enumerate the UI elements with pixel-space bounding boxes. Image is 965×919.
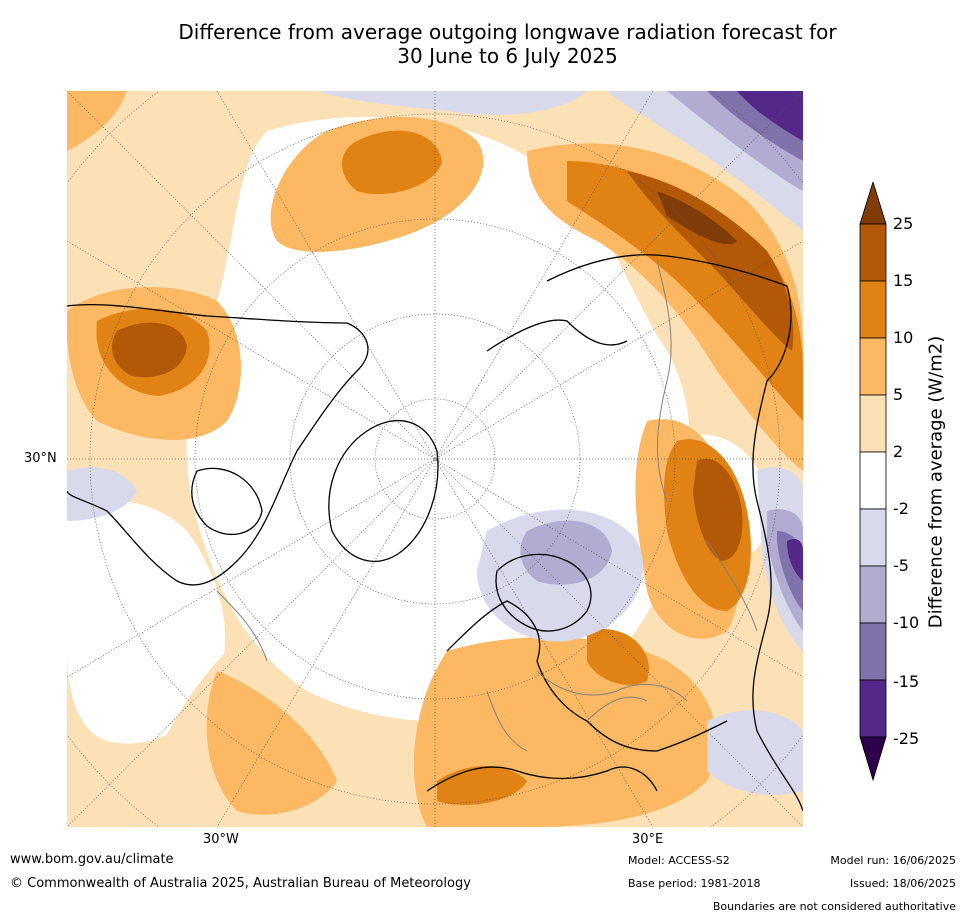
colorbar-band-m10-m15 [859, 622, 887, 681]
colorbar-band-m2-m5 [859, 508, 887, 567]
national-boundaries [216, 260, 758, 752]
title-line-2: 30 June to 6 July 2025 [397, 44, 618, 68]
map-title: Difference from average outgoing longwav… [60, 20, 955, 68]
anomaly-map [67, 91, 803, 827]
footer-issued: Issued: 18/06/2025 [849, 877, 956, 890]
asia-coast [546, 254, 803, 812]
footer-disclaimer: Boundaries are not considered authoritat… [712, 900, 956, 913]
colorbar-tick-5: 5 [893, 385, 904, 404]
colorbar-band-10-15 [859, 280, 887, 339]
colorbar-over-triangle [859, 180, 887, 225]
footer-url: www.bom.gov.au/climate [10, 852, 174, 867]
colorbar [858, 180, 918, 782]
footer-model: Model: ACCESS-S2 [628, 854, 730, 867]
longitude-label-30w: 30°W [203, 832, 239, 847]
scandinavia-coast [495, 553, 592, 632]
graticule [67, 91, 803, 827]
siberia-coast [486, 319, 628, 352]
colorbar-tick-15: 15 [893, 271, 914, 290]
colorbar-under-triangle [859, 736, 887, 782]
colorbar-tick-m2: -2 [893, 499, 909, 518]
colorbar-tick-m15: -15 [893, 672, 920, 691]
colorbar-tick-m10: -10 [893, 613, 920, 632]
colorbar-band-2-5 [859, 394, 887, 453]
greenland-coast [328, 420, 439, 562]
anomaly-map-svg [67, 91, 803, 827]
latitude-label-30n: 30°N [24, 451, 57, 466]
colorbar-band-15-25 [859, 223, 887, 282]
colorbar-band-m5-m10 [859, 565, 887, 624]
colorbar-band-neutral [859, 451, 887, 510]
footer-base-period: Base period: 1981-2018 [628, 877, 761, 890]
europe-coast [446, 600, 728, 752]
footer-copyright: © Commonwealth of Australia 2025, Austra… [10, 876, 471, 891]
footer-model-run: Model run: 16/06/2025 [830, 854, 956, 867]
colorbar-tick-25: 25 [893, 214, 914, 233]
colorbar-band-5-10 [859, 337, 887, 396]
longitude-label-30e: 30°E [632, 832, 664, 847]
north-america-coast [67, 304, 369, 586]
colorbar-band-m15-m25 [859, 679, 887, 738]
title-line-1: Difference from average outgoing longwav… [178, 20, 837, 44]
hudson-bay-coast [191, 467, 263, 535]
colorbar-tick-2: 2 [893, 442, 904, 461]
colorbar-svg [859, 180, 887, 782]
colorbar-title: Difference from average (W/m2) [925, 335, 947, 629]
colorbar-tick-m25: -25 [893, 729, 920, 748]
colorbar-tick-10: 10 [893, 328, 914, 347]
colorbar-tick-m5: -5 [893, 556, 909, 575]
coastlines [67, 254, 803, 812]
positive-anomaly-over-25 [657, 191, 737, 245]
mediterranean-coast [426, 766, 658, 792]
negative-anomaly-15-25 [737, 91, 803, 581]
